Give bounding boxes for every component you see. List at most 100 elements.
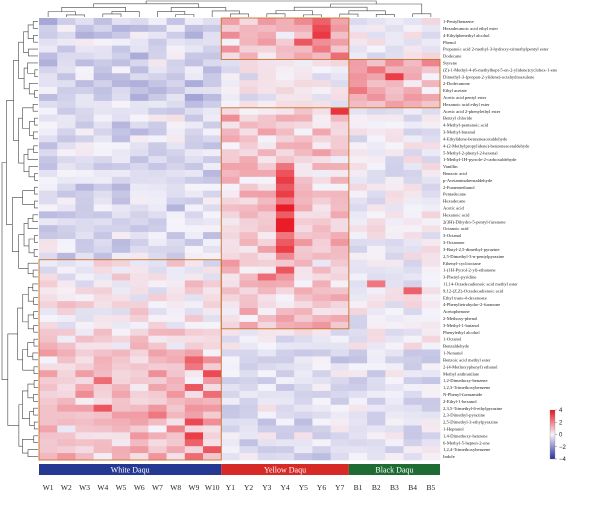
heatmap-cell	[111, 252, 131, 261]
heatmap-cell	[203, 121, 222, 129]
heatmap-cell	[257, 197, 277, 205]
heatmap-cell	[39, 218, 58, 226]
heatmap-cell	[294, 183, 313, 191]
heatmap-cell	[75, 128, 94, 136]
heatmap-cell	[39, 453, 58, 461]
heatmap-cell	[166, 45, 186, 53]
heatmap-cell	[166, 266, 186, 274]
heatmap-cell	[111, 425, 131, 433]
heatmap-cell	[39, 418, 58, 426]
color-scale-legend: 420−2−4	[549, 408, 567, 463]
heatmap-cell	[130, 308, 149, 316]
heatmap-cell	[348, 183, 368, 191]
heatmap-cell	[203, 232, 222, 240]
heatmap-cell	[348, 239, 368, 247]
heatmap-cell	[130, 439, 149, 447]
heatmap-cell	[312, 439, 331, 447]
heatmap-cell	[403, 446, 423, 454]
heatmap-cell	[312, 418, 331, 426]
heatmap-cell	[385, 328, 404, 336]
heatmap-cell	[275, 294, 295, 302]
heatmap-cell	[57, 183, 76, 191]
heatmap-cell	[148, 432, 167, 440]
heatmap-cell	[75, 314, 94, 323]
heatmap-cell	[403, 218, 423, 226]
heatmap-cell	[239, 384, 259, 392]
heatmap-cell	[203, 411, 222, 419]
heatmap-cell	[166, 453, 186, 461]
heatmap-cell	[39, 204, 58, 212]
heatmap-cell	[184, 266, 204, 274]
heatmap-cell	[221, 225, 240, 233]
heatmap-cell	[312, 66, 331, 74]
heatmap-cell	[312, 232, 331, 240]
heatmap-cell	[75, 100, 94, 109]
heatmap-cell	[421, 349, 441, 357]
dendrogram-branch	[28, 238, 35, 254]
heatmap-cell	[294, 149, 313, 157]
heatmap-cell	[239, 397, 259, 406]
heatmap-cell	[111, 411, 131, 419]
heatmap-cell	[221, 432, 240, 440]
column-dendrogram	[47, 0, 432, 17]
heatmap-cell	[348, 287, 368, 295]
heatmap-cell	[348, 363, 368, 371]
heatmap-cell	[203, 342, 222, 350]
heatmap-cell	[421, 259, 441, 267]
heatmap-cell	[239, 259, 259, 267]
heatmap-cell	[330, 52, 350, 60]
heatmap-cell	[203, 100, 222, 109]
heatmap-cell	[275, 287, 295, 295]
heatmap-cell	[403, 190, 423, 198]
heatmap-cell	[166, 52, 186, 60]
heatmap-cell	[184, 252, 204, 261]
heatmap-cell	[403, 349, 423, 357]
heatmap-cell	[184, 59, 204, 67]
heatmap-cell	[385, 349, 404, 357]
heatmap-cell	[39, 259, 58, 267]
group-bar	[348, 464, 440, 475]
heatmap-cell	[93, 439, 113, 447]
heatmap-cell	[148, 93, 167, 102]
heatmap-cell	[330, 149, 350, 157]
heatmap-cell	[203, 211, 222, 219]
heatmap-cell	[203, 239, 222, 247]
row-label: 2,5-Dimethyl-3-n-pentylpyrazine	[443, 254, 504, 260]
heatmap-cell	[348, 245, 368, 254]
heatmap-cell	[312, 59, 331, 67]
heatmap-cell	[257, 425, 277, 433]
heatmap-cell	[239, 107, 259, 115]
row-label: 3-Methyl-butanal	[443, 130, 476, 135]
heatmap-cell	[403, 204, 423, 212]
heatmap-cell	[367, 349, 386, 357]
heatmap-cell	[294, 204, 313, 212]
heatmap-cell	[111, 397, 131, 406]
heatmap-cell	[39, 425, 58, 433]
heatmap-cell	[385, 100, 404, 109]
heatmap-cell	[294, 328, 313, 336]
heatmap-cell	[421, 446, 441, 454]
heatmap-cell	[239, 252, 259, 261]
heatmap-cell	[75, 301, 94, 309]
heatmap-cell	[93, 314, 113, 323]
heatmap-cell	[367, 38, 386, 46]
heatmap-cell	[348, 418, 368, 426]
heatmap-cell	[330, 390, 350, 399]
heatmap-cell	[330, 314, 350, 323]
heatmap-cell	[166, 163, 186, 171]
heatmap-cell	[39, 239, 58, 247]
scale-tick-label: −2	[559, 445, 567, 451]
heatmap-cell	[421, 218, 441, 226]
heatmap-cell	[312, 356, 331, 364]
heatmap-cell	[239, 404, 259, 412]
heatmap-cell	[348, 425, 368, 433]
heatmap-cell	[203, 114, 222, 122]
heatmap-cell	[184, 38, 204, 46]
heatmap-cell	[330, 370, 350, 378]
row-label: 4-(2-Methylpropylidene)-benzeneacetaldeh…	[443, 143, 529, 148]
heatmap-cell	[421, 397, 441, 406]
heatmap-cell	[75, 377, 94, 385]
heatmap-cell	[385, 239, 404, 247]
heatmap-cell	[275, 370, 295, 378]
heatmap-cell	[39, 114, 58, 122]
